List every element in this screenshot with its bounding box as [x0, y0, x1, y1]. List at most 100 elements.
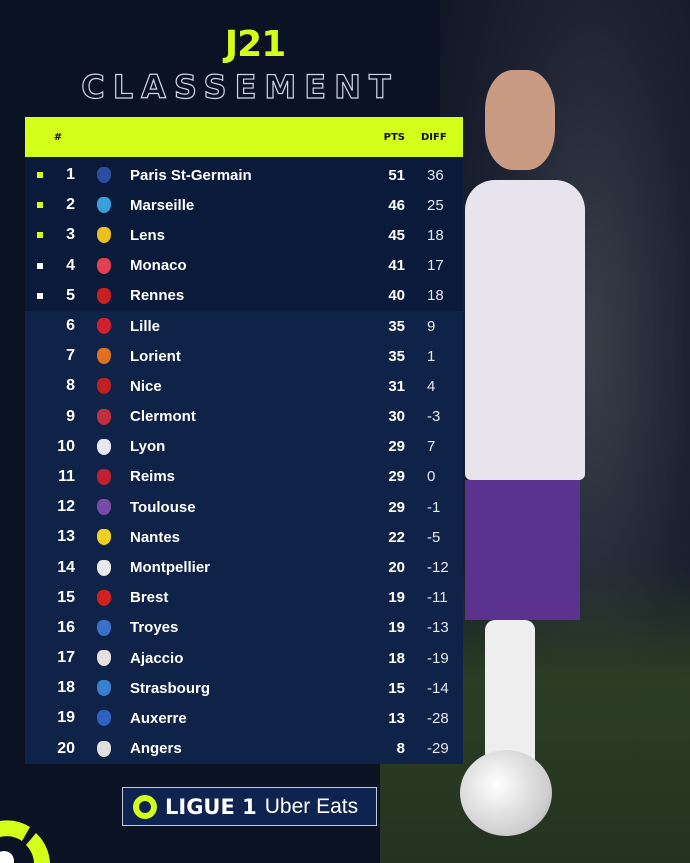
- position: 13: [57, 528, 75, 546]
- qualification-marker: [37, 474, 43, 480]
- league-name: LIGUE 1: [165, 794, 257, 819]
- goal-diff: 18: [427, 226, 444, 244]
- position: 6: [66, 317, 75, 335]
- position: 14: [57, 558, 75, 576]
- team-crest-icon: [97, 197, 111, 214]
- col-points: PTS: [383, 131, 405, 143]
- position: 2: [66, 196, 75, 214]
- table-row: 6 Lille 35 9: [25, 310, 463, 342]
- table-row: 19 Auxerre 13 -28: [25, 703, 463, 734]
- team-crest-icon: [97, 740, 111, 757]
- qualification-marker: [37, 746, 43, 752]
- qualification-marker: [37, 383, 43, 389]
- table-row: 17 Ajaccio 18 -19: [25, 643, 463, 674]
- points: 18: [388, 649, 405, 667]
- points: 13: [388, 709, 405, 727]
- team-name: Lyon: [130, 438, 166, 456]
- qualification-marker: [37, 232, 43, 239]
- ligue1-mark-icon: [133, 794, 157, 819]
- points: 29: [388, 468, 405, 486]
- team-name: Angers: [130, 740, 182, 758]
- points: 29: [388, 438, 405, 456]
- table-row: 7 Lorient 35 1: [25, 341, 463, 372]
- team-name: Brest: [130, 589, 169, 607]
- team-crest-icon: [97, 619, 111, 636]
- goal-diff: 18: [427, 287, 444, 305]
- team-crest-icon: [97, 559, 111, 576]
- goal-diff: 36: [427, 166, 444, 184]
- team-name: Ajaccio: [130, 649, 184, 667]
- points: 31: [388, 377, 405, 395]
- points: 30: [388, 408, 405, 426]
- team-crest-icon: [97, 529, 111, 546]
- table-row: 14 Montpellier 20 -12: [25, 552, 463, 583]
- position: 11: [58, 467, 75, 485]
- team-crest-icon: [97, 408, 111, 425]
- position: 16: [57, 618, 75, 636]
- position: 19: [57, 709, 75, 727]
- goal-diff: 0: [427, 468, 436, 486]
- table-row: 16 Troyes 19 -13: [25, 612, 463, 643]
- team-crest-icon: [97, 348, 111, 365]
- points: 19: [388, 619, 405, 637]
- goal-diff: -19: [427, 649, 449, 667]
- team-crest-icon: [97, 499, 111, 516]
- qualification-marker: [37, 353, 43, 359]
- qualification-marker: [37, 534, 43, 540]
- standings-table: # PTS DIFF 1 Paris St-Germain 51 36 2 Ma…: [25, 117, 463, 764]
- team-name: Troyes: [130, 619, 179, 637]
- team-name: Paris St-Germain: [130, 166, 252, 184]
- team-name: Toulouse: [130, 498, 196, 516]
- goal-diff: -13: [427, 619, 449, 637]
- position: 18: [57, 679, 75, 697]
- points: 46: [388, 196, 405, 214]
- team-name: Auxerre: [130, 709, 187, 727]
- goal-diff: -11: [427, 589, 448, 607]
- team-crest-icon: [97, 589, 111, 606]
- points: 8: [396, 740, 405, 758]
- qualification-marker: [37, 715, 43, 721]
- team-name: Lille: [130, 317, 161, 335]
- team-name: Monaco: [130, 257, 187, 275]
- qualification-marker: [37, 414, 43, 420]
- position: 4: [66, 256, 75, 274]
- position: 3: [66, 226, 75, 244]
- goal-diff: -14: [427, 679, 449, 697]
- qualification-marker: [37, 444, 43, 450]
- qualification-marker: [37, 202, 43, 209]
- qualification-marker: [37, 172, 43, 179]
- points: 41: [388, 257, 405, 275]
- table-row: 15 Brest 19 -11: [25, 582, 463, 613]
- table-row: 1 Paris St-Germain 51 36: [25, 160, 463, 191]
- points: 35: [388, 317, 405, 335]
- goal-diff: -1: [427, 498, 441, 516]
- points: 29: [388, 498, 405, 516]
- points: 35: [388, 347, 405, 365]
- team-name: Clermont: [130, 408, 196, 426]
- team-crest-icon: [97, 468, 111, 485]
- goal-diff: 7: [427, 438, 436, 456]
- table-row: 10 Lyon 29 7: [25, 431, 463, 462]
- team-name: Reims: [130, 468, 176, 486]
- ligue1-logo: LIGUE 1 Uber Eats: [122, 787, 377, 826]
- position: 8: [66, 377, 75, 395]
- table-row: 11 Reims 29 0: [25, 461, 463, 493]
- table-row: 2 Marseille 46 25: [25, 190, 463, 221]
- goal-diff: 4: [427, 377, 436, 395]
- points: 51: [388, 166, 405, 184]
- team-crest-icon: [97, 378, 111, 395]
- qualification-marker: [37, 323, 43, 329]
- position: 20: [57, 739, 75, 757]
- table-row: 20 Angers 8 -29: [25, 733, 463, 764]
- goal-diff: 9: [427, 317, 436, 335]
- table-row: 13 Nantes 22 -5: [25, 522, 463, 553]
- col-diff: DIFF: [421, 131, 447, 143]
- team-crest-icon: [97, 650, 111, 667]
- position: 17: [57, 649, 75, 667]
- goal-diff: -5: [427, 528, 441, 546]
- goal-diff: 17: [427, 257, 444, 275]
- team-crest-icon: [97, 318, 111, 335]
- table-body: 1 Paris St-Germain 51 36 2 Marseille 46 …: [25, 157, 463, 764]
- position: 10: [57, 437, 75, 455]
- points: 40: [388, 287, 405, 305]
